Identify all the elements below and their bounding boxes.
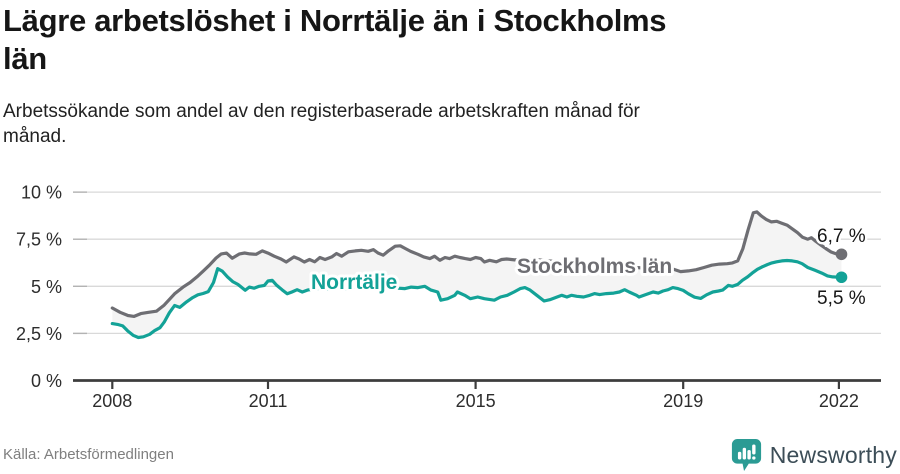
y-axis-tick-label: 10 % [21, 183, 62, 203]
y-axis-tick-label: 0 % [31, 371, 62, 391]
title-line-1: Lägre arbetslöshet i Norrtälje än i Stoc… [3, 3, 667, 38]
series-end-dot [835, 271, 848, 284]
series-band-fill [112, 211, 842, 338]
subtitle-line-2: månad. [3, 126, 67, 147]
chart-subtitle: Arbetssökande som andel av den registerb… [3, 99, 893, 149]
y-axis-tick-label: 5 % [31, 277, 62, 297]
y-axis-tick-label: 7,5 % [16, 230, 62, 250]
series-label-norrtalje: Norrtälje [311, 271, 397, 294]
x-axis-tick-label: 2022 [819, 391, 859, 411]
page-title: Lägre arbetslöshet i Norrtälje än i Stoc… [3, 2, 893, 78]
source-note: Källa: Arbetsförmedlingen [3, 446, 174, 463]
series-line-norrtälje [110, 258, 844, 340]
series-line-stockholms-län [110, 210, 844, 318]
x-axis-tick-label: 2008 [92, 391, 132, 411]
header: Lägre arbetslöshet i Norrtälje än i Stoc… [3, 0, 893, 149]
x-axis-tick-label: 2019 [663, 391, 703, 411]
series-label-stockholms-lan: Stockholms län [517, 255, 672, 278]
brand-logo: Newsworthy [731, 438, 897, 472]
brand-name: Newsworthy [769, 441, 897, 468]
bar-chart-speech-bubble-icon [731, 439, 761, 471]
title-line-2: län [3, 41, 47, 76]
x-axis-tick-label: 2011 [249, 391, 288, 411]
end-value-label-stockholms-lan: 6,7 % [817, 226, 866, 247]
end-value-label-norrtalje: 5,5 % [817, 288, 866, 309]
subtitle-line-1: Arbetssökande som andel av den registerb… [3, 101, 640, 122]
y-axis-tick-label: 2,5 % [16, 324, 62, 344]
series-end-dot [835, 248, 848, 261]
x-axis-tick-label: 2015 [456, 391, 496, 411]
